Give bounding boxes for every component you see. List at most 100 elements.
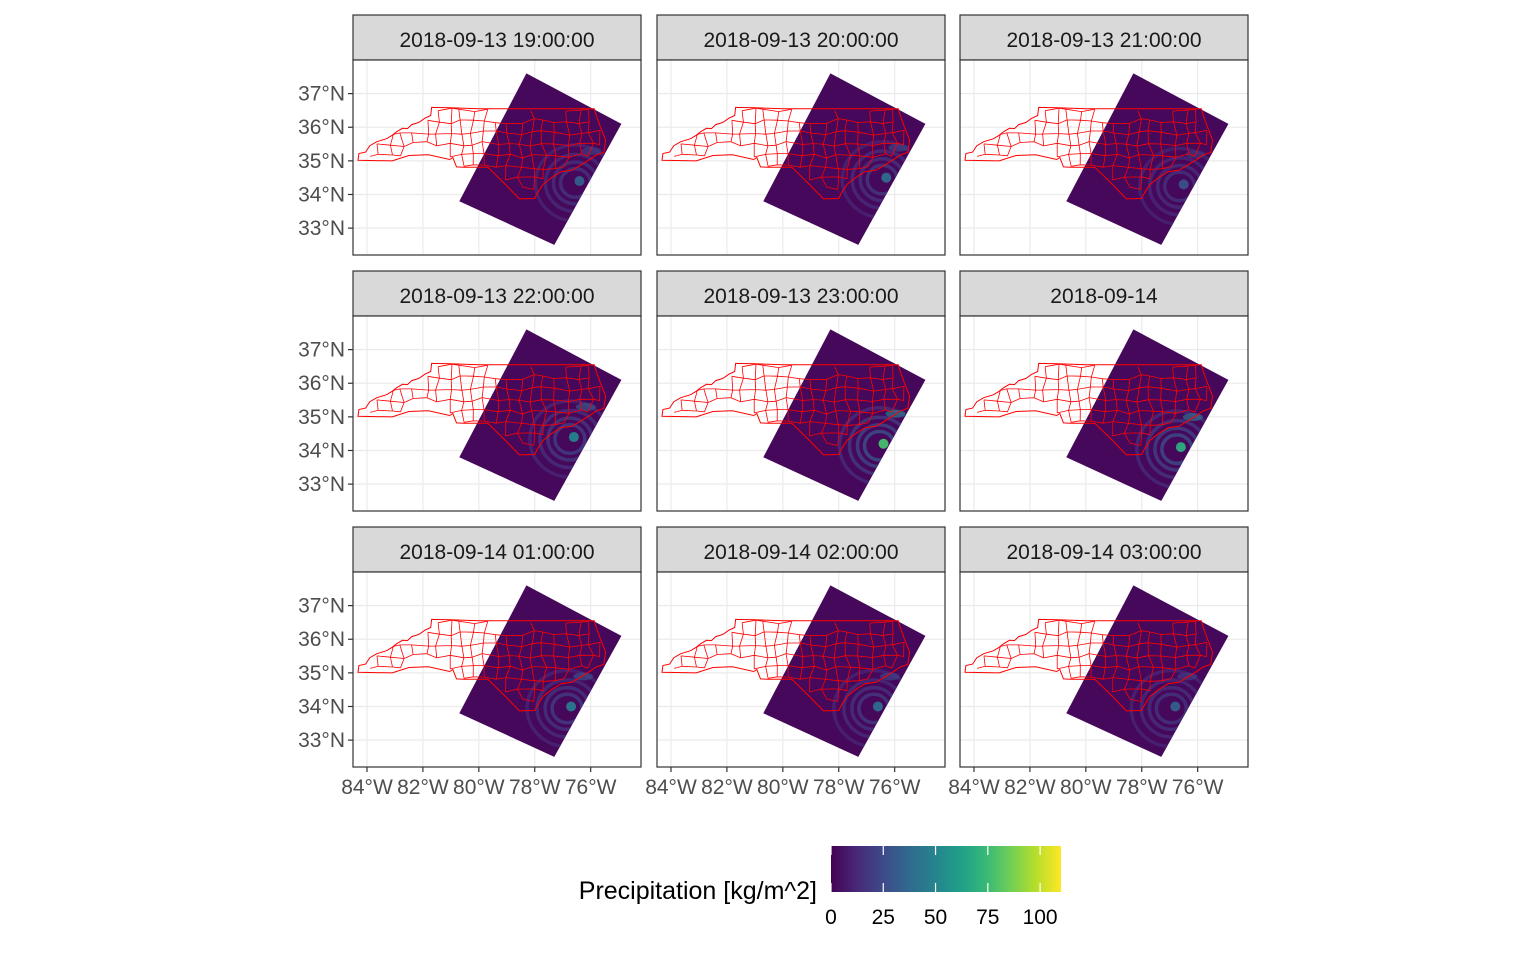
county-boundaries <box>369 619 601 702</box>
county-boundaries <box>369 107 601 190</box>
facet-strip-label: 2018-09-13 23:00:00 <box>704 285 899 308</box>
y-tick-label: 37°N <box>298 595 345 618</box>
y-tick-label: 36°N <box>298 116 345 139</box>
facet-panel: 2018-09-14 01:00:00 37°N 36°N 35°N 34°N 33°N 8… <box>298 526 642 799</box>
facet-strip <box>959 526 1249 573</box>
facet-strip <box>656 14 946 61</box>
precipitation-raster <box>459 73 622 245</box>
county-boundaries <box>976 619 1208 702</box>
panel-border <box>656 571 946 768</box>
facet-panel: 2018-09-14 <box>959 270 1249 512</box>
facet-strip-label: 2018-09-13 19:00:00 <box>400 29 595 52</box>
rain-band-arm <box>879 672 900 681</box>
panel-content <box>960 572 1248 767</box>
facet-strip-label: 2018-09-13 20:00:00 <box>704 29 899 52</box>
facet-strip-label: 2018-09-14 01:00:00 <box>400 541 595 564</box>
facet-strip <box>656 526 946 573</box>
state-boundary <box>661 106 911 200</box>
x-tick-label: 84°W <box>341 776 393 799</box>
facet-strip-label: 2018-09-13 21:00:00 <box>1007 29 1202 52</box>
precipitation-raster <box>459 585 622 757</box>
x-tick-label: 82°W <box>1004 776 1056 799</box>
x-tick-label: 82°W <box>397 776 449 799</box>
y-tick-label: 35°N <box>298 406 345 429</box>
storm-core <box>568 432 579 443</box>
facet-panel: 2018-09-14 02:00:00 84°W 82°W 80°W 78°W 76°W <box>645 526 946 799</box>
rain-band-arm <box>575 403 596 412</box>
rain-band-arm <box>1182 413 1203 422</box>
x-tick-label: 76°W <box>869 776 921 799</box>
x-tick-label: 80°W <box>757 776 809 799</box>
y-tick-label: 35°N <box>298 662 345 685</box>
state-boundary <box>964 106 1214 200</box>
x-tick-label: 82°W <box>701 776 753 799</box>
facet-strip-label: 2018-09-14 03:00:00 <box>1007 541 1202 564</box>
panel-border <box>656 59 946 256</box>
rain-band-arm <box>581 147 602 156</box>
x-tick-label: 76°W <box>565 776 617 799</box>
legend-tick-label: 100 <box>1023 906 1058 929</box>
precipitation-raster <box>763 73 926 245</box>
panel-border <box>959 571 1249 768</box>
y-tick-label: 36°N <box>298 628 345 651</box>
state-boundary <box>964 618 1214 712</box>
county-boundaries <box>976 107 1208 190</box>
state-boundary <box>357 618 607 712</box>
x-tick-label: 78°W <box>813 776 865 799</box>
storm-core <box>878 438 889 449</box>
legend-colorbar <box>831 846 1061 892</box>
state-boundary <box>661 362 911 456</box>
facet-strip-label: 2018-09-14 <box>1050 285 1158 308</box>
state-boundary <box>357 362 607 456</box>
county-boundaries <box>673 363 905 446</box>
facet-strip-label: 2018-09-14 02:00:00 <box>704 541 899 564</box>
y-tick-label: 37°N <box>298 339 345 362</box>
legend-tick-label: 50 <box>924 906 947 929</box>
rain-band-arm <box>888 143 909 152</box>
state-boundary <box>661 618 911 712</box>
y-tick-label: 34°N <box>298 183 345 206</box>
facet-panel: 2018-09-13 19:00:00 37°N 36°N 35°N 34°N 33°N <box>298 14 642 256</box>
panel-border <box>352 571 642 768</box>
panel-border <box>352 59 642 256</box>
county-boundaries <box>673 107 905 190</box>
state-boundary <box>964 362 1214 456</box>
facet-panel: 2018-09-13 20:00:00 <box>656 14 946 256</box>
y-tick-label: 35°N <box>298 150 345 173</box>
y-tick-label: 34°N <box>298 439 345 462</box>
precipitation-raster <box>763 585 926 757</box>
facet-panels: 2018-09-13 19:00:0037°N36°N35°N34°N33°N2… <box>298 14 1249 799</box>
legend-tick-label: 25 <box>872 906 895 929</box>
storm-core <box>1175 442 1186 453</box>
storm-core <box>881 172 892 183</box>
y-tick-label: 37°N <box>298 83 345 106</box>
storm-core <box>574 176 585 187</box>
legend-tick-label: 0 <box>825 906 837 929</box>
facet-panel: 2018-09-13 22:00:00 37°N 36°N 35°N 34°N 33°N <box>298 270 642 512</box>
panel-border <box>352 315 642 512</box>
x-tick-label: 80°W <box>1060 776 1112 799</box>
color-legend: Precipitation [kg/m^2] 0 25 50 75 100 <box>579 846 1061 929</box>
y-tick-label: 34°N <box>298 695 345 718</box>
precipitation-raster <box>763 329 926 501</box>
y-tick-label: 33°N <box>298 217 345 240</box>
panel-content <box>353 572 641 767</box>
x-tick-label: 78°W <box>1116 776 1168 799</box>
x-tick-label: 84°W <box>645 776 697 799</box>
x-tick-label: 84°W <box>948 776 1000 799</box>
storm-core <box>872 701 883 712</box>
rain-band-ring <box>1154 692 1189 725</box>
facet-panel: 2018-09-13 21:00:00 <box>959 14 1249 256</box>
facet-strip <box>352 270 642 317</box>
x-tick-label: 78°W <box>509 776 561 799</box>
panel-content <box>353 60 641 255</box>
facet-strip <box>959 270 1249 317</box>
x-tick-label: 80°W <box>453 776 505 799</box>
storm-core <box>1170 701 1181 712</box>
storm-core <box>566 701 577 712</box>
rain-band-ring <box>553 423 587 456</box>
panel-border <box>959 59 1249 256</box>
precipitation-raster <box>1066 329 1229 501</box>
